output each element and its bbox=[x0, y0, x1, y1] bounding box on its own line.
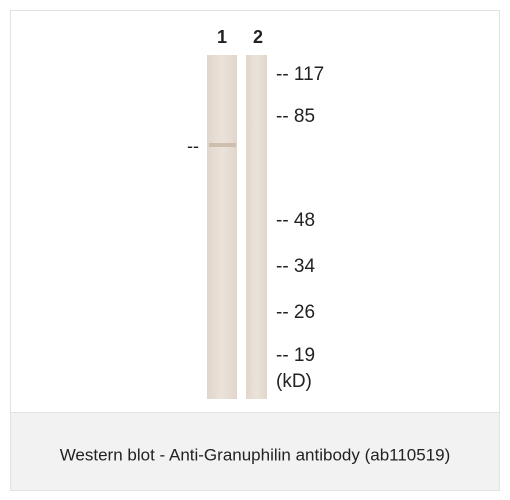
unit-label: (kD) bbox=[276, 371, 312, 392]
lane-label: 2 bbox=[253, 27, 263, 47]
marker-label: -- 48 bbox=[276, 210, 315, 231]
marker-label: -- 117 bbox=[276, 64, 324, 85]
marker-label: -- 34 bbox=[276, 256, 316, 277]
band-marker: -- bbox=[187, 136, 199, 156]
lane-1 bbox=[207, 55, 237, 399]
marker-label: -- 85 bbox=[276, 106, 315, 127]
page: 1 2 -- -- 117 -- 85 -- 48 -- 34 -- 26 -- 19 (kD) W… bbox=[0, 0, 510, 500]
marker-label: -- 19 bbox=[276, 345, 315, 366]
band bbox=[209, 143, 236, 147]
lane-label: 1 bbox=[217, 27, 227, 47]
marker-label: -- 26 bbox=[276, 302, 315, 323]
caption: Western blot - Anti-Granuphilin antibody… bbox=[60, 445, 451, 464]
figure: 1 2 -- -- 117 -- 85 -- 48 -- 34 -- 26 -- 19 (kD) W… bbox=[0, 0, 510, 500]
lane-2 bbox=[246, 55, 267, 399]
